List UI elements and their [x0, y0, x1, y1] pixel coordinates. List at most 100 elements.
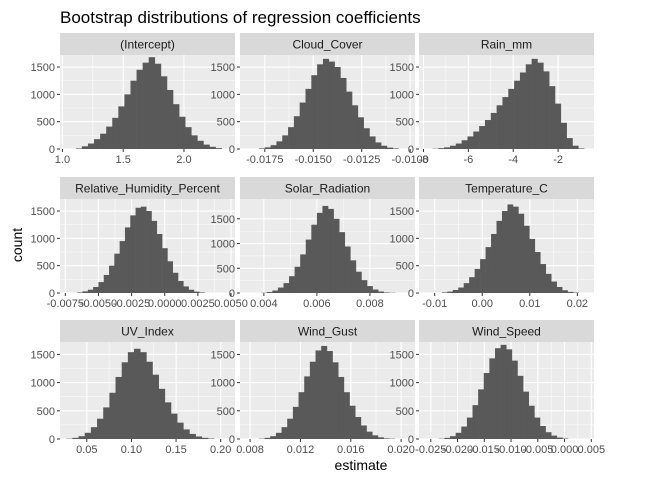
x-tick-label: -0.0050	[80, 298, 117, 310]
histogram-bar	[344, 246, 351, 293]
histogram-bar	[177, 422, 184, 439]
y-tick-label: 1500	[31, 206, 55, 218]
histogram-bar	[529, 238, 536, 293]
histogram-bar	[114, 253, 120, 293]
histogram-bar	[523, 225, 530, 293]
histogram-bar	[289, 276, 295, 293]
x-tick-label: 0.15	[165, 444, 186, 456]
y-tick-label: 1000	[390, 89, 414, 101]
histogram-bar	[480, 259, 486, 293]
y-tick-label: 1500	[31, 349, 55, 361]
histogram-bar	[183, 429, 190, 439]
histogram-bar	[328, 208, 334, 293]
histogram-bar	[381, 145, 388, 149]
chart-title: Bootstrap distributions of regression co…	[60, 8, 421, 27]
histogram-bar	[508, 88, 515, 149]
histogram-bar	[444, 437, 451, 439]
x-tick-label: -0.005	[522, 444, 553, 456]
histogram-bar	[466, 417, 473, 439]
histogram-bar	[124, 94, 131, 149]
histogram-bar	[183, 286, 189, 293]
x-tick-label: 0.020	[387, 444, 415, 456]
histogram-bar	[360, 425, 367, 439]
histogram-bar	[193, 291, 200, 293]
histogram-bar	[188, 289, 195, 293]
x-tick-label: 0.008	[356, 298, 384, 310]
histogram-bar	[514, 80, 521, 149]
x-tick-label: 2.0	[176, 154, 191, 166]
histogram-bar	[90, 427, 98, 439]
y-tick-label: 1000	[31, 89, 55, 101]
histogram-bar	[270, 145, 277, 149]
x-tick-label: -0.0150	[295, 154, 332, 166]
histogram-bar	[534, 417, 541, 439]
histogram-bar	[300, 254, 307, 293]
x-tick-label: -0.0100	[391, 154, 428, 166]
histogram-bar	[501, 211, 508, 293]
x-tick-label: 0.0000	[148, 298, 182, 310]
histogram-bar	[124, 227, 131, 293]
y-tick-label: 500	[217, 263, 235, 275]
histogram-bar	[84, 432, 92, 439]
histogram-bar	[490, 112, 497, 149]
histogram-bar	[438, 148, 445, 149]
y-tick-label: 0	[408, 434, 414, 446]
histogram-bar	[485, 247, 492, 293]
histogram-bar	[489, 358, 496, 439]
histogram-bar	[98, 282, 105, 293]
y-tick-label: 0	[229, 144, 235, 156]
histogram-bar	[525, 64, 532, 149]
y-tick-label: 500	[37, 261, 55, 273]
histogram-bar	[372, 289, 379, 293]
y-tick-label: 500	[396, 261, 414, 273]
facet-strip	[419, 33, 594, 55]
x-tick-label: -0.025	[415, 444, 446, 456]
facet-strip	[240, 320, 415, 342]
x-tick-label: 0.0025	[181, 298, 215, 310]
histogram-bar	[339, 232, 346, 293]
x-tick-label: -0.0125	[343, 154, 380, 166]
histogram-bar	[292, 406, 299, 439]
facet-panel: Wind_Speed 0 500 1000 1500 -0.025-0.020-0.015…	[390, 320, 605, 456]
histogram-bar	[140, 352, 147, 439]
histogram-bar	[258, 148, 266, 149]
histogram-bar	[179, 116, 186, 149]
histogram-bar	[363, 128, 370, 149]
histogram-bar	[346, 91, 353, 149]
y-tick-label: 1500	[390, 206, 414, 218]
histogram-bar	[449, 145, 457, 149]
facet-panel: Solar_Radiation 0 500 1000 1500 0.004 0.006 0.0…	[211, 177, 415, 310]
facet-strip-label: Solar_Radiation	[285, 182, 370, 196]
histogram-bar	[361, 280, 368, 293]
histogram-bar	[134, 348, 141, 439]
histogram-bar	[209, 146, 216, 149]
histogram-bar	[199, 292, 205, 293]
histogram-bar	[551, 281, 557, 293]
histogram-bar	[560, 122, 567, 149]
histogram-bar	[531, 58, 538, 150]
histogram-bar	[472, 405, 479, 439]
histogram-bar	[562, 290, 568, 293]
x-tick-label: 0.10	[121, 444, 142, 456]
x-tick-label: -0.0025	[113, 298, 150, 310]
histogram-bar	[461, 140, 468, 149]
y-tick-label: 0	[408, 144, 414, 156]
histogram-bar	[103, 274, 110, 293]
histogram-bar	[545, 273, 552, 293]
x-tick-label: 0.00	[472, 298, 493, 310]
histogram-bar	[135, 207, 142, 293]
histogram-bar	[386, 147, 394, 149]
histogram-bar	[372, 435, 379, 439]
histogram-bar	[316, 212, 323, 293]
histogram-bar	[154, 63, 162, 149]
histogram-bar	[474, 268, 481, 293]
histogram-bar	[195, 436, 203, 439]
histogram-bar	[549, 86, 556, 149]
histogram-bar	[121, 362, 129, 439]
facet-strip	[60, 177, 235, 199]
x-tick-label: -0.010	[495, 444, 526, 456]
histogram-bar	[185, 127, 192, 149]
histogram-bar	[287, 418, 294, 439]
histogram-bar	[392, 148, 399, 149]
histogram-bar	[170, 413, 178, 439]
